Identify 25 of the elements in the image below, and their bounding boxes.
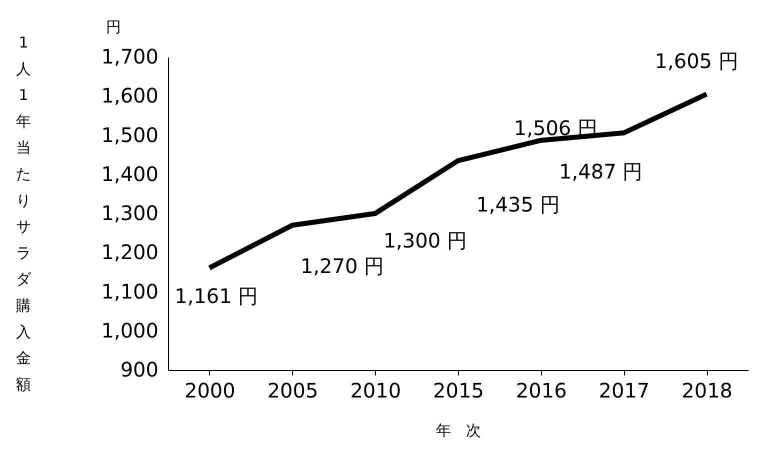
y-tick-label: 1,100 (101, 279, 158, 304)
data-label: 1,605 円 (654, 49, 738, 74)
x-tick-label: 2017 (598, 378, 650, 402)
y-tick-label: 1,300 (101, 201, 158, 225)
text: 1人1年当たりサラダ購入金額 (16, 34, 31, 394)
text: 円 (106, 18, 121, 36)
x-tick-label: 2015 (433, 378, 484, 402)
data-label: 1,435 円 (476, 192, 560, 217)
y-tick-label: 1,500 (101, 122, 158, 147)
y-tick-label: 1,600 (101, 84, 158, 108)
x-tick-label: 2016 (516, 378, 567, 402)
data-label: 1,487 円 (559, 159, 643, 184)
y-tick-label: 1,000 (101, 318, 158, 342)
x-tick-label: 2000 (184, 378, 236, 402)
y-tick-label: 1,700 (101, 44, 158, 68)
x-axis-title: 年 次 (436, 422, 481, 440)
x-tick-label: 2018 (682, 378, 733, 402)
y-tick-label: 1,400 (101, 162, 158, 186)
data-label: 1,270 円 (300, 254, 384, 278)
x-tick-label: 2005 (267, 378, 318, 402)
data-label: 1,300 円 (383, 228, 467, 252)
data-label: 1,161 円 (174, 284, 258, 308)
x-tick-label: 2010 (350, 378, 402, 402)
y-tick-label: 900 (120, 358, 158, 382)
y-tick-label: 1,200 (101, 240, 158, 264)
